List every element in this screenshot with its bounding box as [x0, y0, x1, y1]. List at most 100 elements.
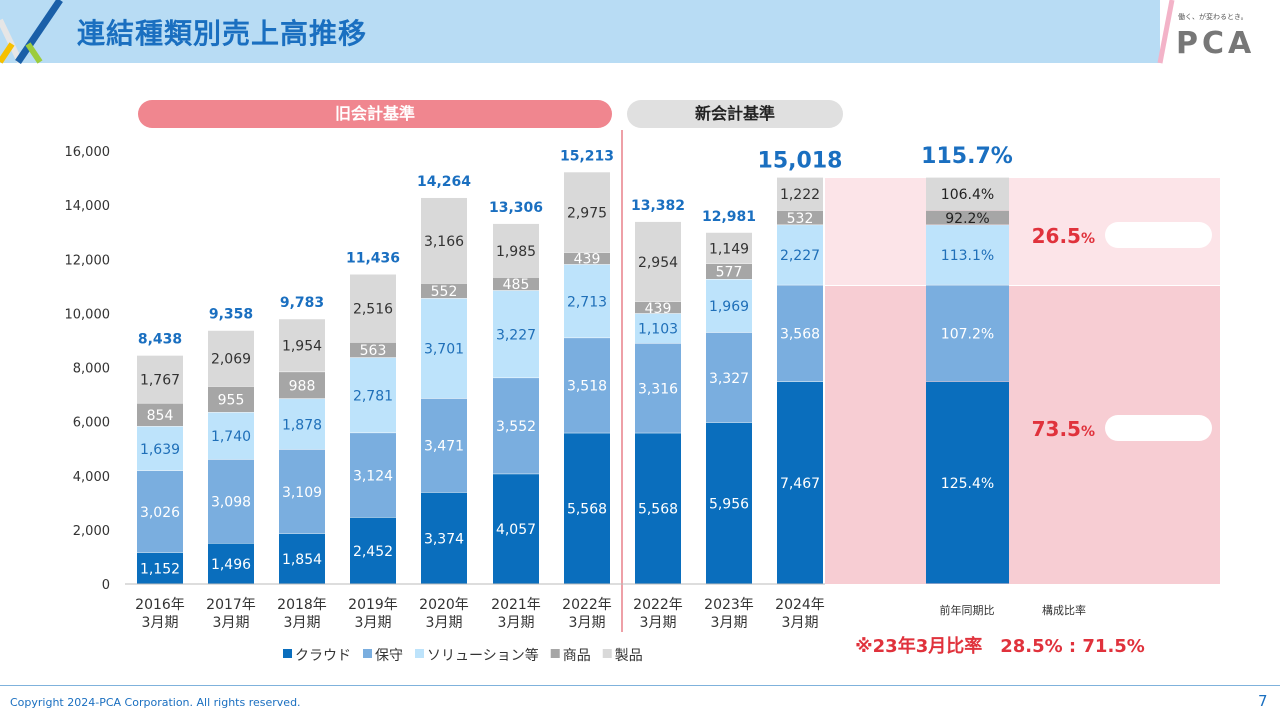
data-label-solution: 2,781: [353, 388, 393, 404]
bar-segment-product: [137, 355, 183, 403]
data-label-cloud: 7,467: [780, 476, 820, 492]
data-label-product: 2,069: [211, 352, 251, 368]
bar-segment-maintenance: [208, 459, 254, 544]
bar-segment-cloud: [279, 533, 325, 584]
composition-axis-label: 構成比率: [1042, 603, 1086, 617]
total-label: 15,213: [560, 148, 614, 164]
data-label-maintenance: 3,109: [282, 485, 322, 501]
legend-swatch-product: [602, 649, 612, 658]
data-label-product: 3,166: [424, 234, 464, 250]
page-number: 7: [1258, 692, 1268, 710]
data-label-product: 1,222: [780, 187, 820, 203]
bar-segment-product: [208, 330, 254, 387]
x-tick-label: 2024年: [775, 597, 825, 613]
x-tick-label: 2018年: [277, 597, 327, 613]
yoy-segment-maintenance: [926, 285, 1009, 382]
yoy-label-merchandise: 92.2%: [945, 211, 989, 227]
bar-segment-product: [279, 319, 325, 372]
bar-segment-merchandise: [421, 283, 467, 299]
bar-segment-solution: [208, 412, 254, 460]
bar-segment-merchandise: [137, 403, 183, 427]
y-tick-label: 10,000: [65, 307, 111, 322]
bar-segment-merchandise: [493, 277, 539, 291]
x-tick-label: 2016年: [135, 597, 185, 613]
bar-segment-solution: [279, 398, 325, 450]
composition-stock-value: 73.5%: [1032, 417, 1095, 441]
x-tick-label: 3月期: [711, 615, 748, 631]
bar-segment-maintenance: [279, 449, 325, 534]
y-tick-label: 16,000: [65, 145, 111, 160]
yoy-label-product: 106.4%: [941, 187, 994, 203]
x-tick-label: 3月期: [569, 615, 606, 631]
bar-segment-maintenance: [706, 332, 752, 423]
data-label-product: 2,975: [567, 206, 607, 222]
total-label: 11,436: [346, 251, 400, 267]
bar-segment-product: [777, 177, 823, 211]
bar-segment-merchandise: [777, 210, 823, 225]
data-label-cloud: 5,568: [638, 502, 678, 518]
x-tick-label: 3月期: [284, 615, 321, 631]
bar-segment-product: [706, 232, 752, 264]
legend-label-cloud: クラウド: [295, 648, 351, 664]
x-tick-label: 2022年: [633, 597, 683, 613]
data-label-product: 1,149: [709, 241, 749, 257]
legend-swatch-maintenance: [363, 649, 372, 658]
data-label-maintenance: 3,124: [353, 468, 393, 484]
bar-segment-product: [350, 274, 396, 343]
bar-segment-product: [564, 172, 610, 253]
tagline: 働く、が変わるとき。: [1178, 13, 1248, 21]
data-label-merchandise: 532: [787, 211, 814, 227]
data-label-merchandise: 439: [574, 252, 601, 268]
data-label-maintenance: 3,316: [638, 381, 678, 397]
data-label-product: 1,767: [140, 373, 180, 389]
y-tick-label: 4,000: [73, 470, 110, 485]
old-standard-badge: 旧会計基準: [138, 100, 612, 128]
bar-segment-solution: [137, 426, 183, 471]
data-label-solution: 1,969: [709, 299, 749, 315]
data-label-cloud: 1,496: [211, 557, 251, 573]
bar-segment-cloud: [706, 422, 752, 584]
data-label-solution: 3,701: [424, 342, 464, 358]
composition-flow-value: 26.5%: [1032, 224, 1095, 248]
bar-segment-solution: [777, 225, 823, 285]
data-label-maintenance: 3,518: [567, 379, 607, 395]
yoy-segment-solution: [926, 225, 1009, 285]
bar-segment-maintenance: [564, 338, 610, 433]
bar-segment-maintenance: [493, 378, 539, 474]
data-label-maintenance: 3,552: [496, 419, 536, 435]
data-label-solution: 1,740: [211, 429, 251, 445]
data-label-merchandise: 955: [218, 393, 245, 409]
data-label-cloud: 2,452: [353, 544, 393, 560]
copyright: Copyright 2024-PCA Corporation. All righ…: [10, 696, 301, 709]
data-label-merchandise: 988: [289, 378, 316, 394]
total-label: 12,981: [702, 209, 756, 225]
y-tick-label: 14,000: [65, 199, 111, 214]
stock-pill: [1105, 415, 1212, 441]
x-tick-label: 2022年: [562, 597, 612, 613]
data-label-product: 2,954: [638, 255, 678, 271]
x-tick-label: 2023年: [704, 597, 754, 613]
bar-segment-solution: [706, 279, 752, 333]
x-tick-label: 2017年: [206, 597, 256, 613]
total-label: 13,382: [631, 198, 685, 214]
ratio-note: ※23年3月比率 28.5% : 71.5%: [855, 635, 1145, 657]
data-label-maintenance: 3,327: [709, 371, 749, 387]
data-label-solution: 2,227: [780, 248, 820, 264]
bar-segment-cloud: [208, 543, 254, 584]
yoy-axis-label: 前年同期比: [940, 603, 995, 617]
data-label-merchandise: 439: [645, 301, 672, 317]
footer-divider: [0, 685, 1280, 686]
bar-segment-maintenance: [635, 343, 681, 433]
yoy-label-solution: 113.1%: [941, 248, 994, 264]
data-label-solution: 1,878: [282, 417, 322, 433]
yoy-label-maintenance: 107.2%: [941, 327, 994, 343]
data-label-merchandise: 854: [147, 408, 174, 424]
y-tick-label: 0: [102, 578, 110, 593]
x-tick-label: 3月期: [142, 615, 179, 631]
bar-segment-merchandise: [350, 342, 396, 358]
total-label: 9,783: [280, 295, 324, 311]
bar-segment-cloud: [564, 433, 610, 584]
data-label-cloud: 1,854: [282, 552, 322, 568]
bar-segment-merchandise: [208, 386, 254, 413]
